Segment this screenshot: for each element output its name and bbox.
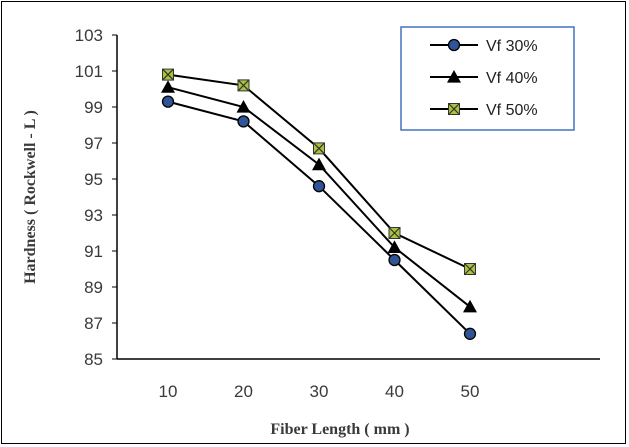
data-point [161, 80, 175, 93]
y-axis-title: Hardness ( Rockwell - L ) [22, 110, 39, 284]
x-tick-label: 50 [461, 382, 480, 401]
data-point [237, 79, 250, 92]
x-tick-label: 10 [159, 382, 178, 401]
x-tick-label: 40 [385, 382, 404, 401]
legend-label: Vf 50% [486, 102, 538, 119]
data-point [236, 100, 251, 113]
y-tick-label: 101 [75, 62, 103, 81]
series-3 [162, 68, 476, 275]
y-tick-label: 85 [84, 350, 103, 369]
y-tick-label: 103 [75, 26, 103, 45]
y-tick-label: 95 [84, 170, 103, 189]
legend-item: Vf 30% [430, 38, 538, 55]
data-point [312, 157, 326, 171]
data-point [313, 142, 325, 155]
data-point [161, 95, 175, 108]
data-point [387, 240, 402, 253]
series-2 [161, 80, 477, 313]
y-tick-label: 93 [84, 206, 103, 225]
y-tick-label: 91 [84, 242, 103, 261]
y-tick-label: 99 [84, 98, 103, 117]
y-axis-ticks: 85 87 89 91 93 95 97 99 101 103 [75, 26, 117, 369]
legend-marker [447, 38, 461, 52]
y-tick-label: 87 [84, 314, 103, 333]
data-point [237, 115, 250, 128]
y-tick-label: 97 [84, 134, 103, 153]
x-tick-label: 20 [234, 382, 253, 401]
legend-marker [448, 103, 460, 115]
legend-label: Vf 40% [486, 70, 538, 87]
legend-label: Vf 30% [486, 38, 538, 55]
x-axis-title: Fiber Length ( mm ) [270, 421, 409, 438]
data-point [312, 180, 326, 193]
data-point [388, 253, 401, 267]
legend-marker [447, 70, 461, 83]
series-1 [161, 95, 477, 340]
x-axis-ticks: 10 20 30 40 50 [159, 382, 480, 401]
legend-item: Vf 50% [430, 102, 538, 119]
legend: Vf 30% Vf 40% Vf 50% [400, 26, 575, 131]
data-point [463, 327, 477, 340]
data-point [463, 299, 477, 313]
data-point [388, 227, 401, 239]
series-layer [161, 68, 477, 340]
y-tick-label: 89 [84, 278, 103, 297]
data-point [464, 263, 476, 275]
x-tick-label: 30 [310, 382, 329, 401]
series-line [167, 100, 471, 335]
legend-item: Vf 40% [430, 70, 538, 87]
legend-box [400, 26, 575, 131]
data-point [162, 68, 174, 81]
